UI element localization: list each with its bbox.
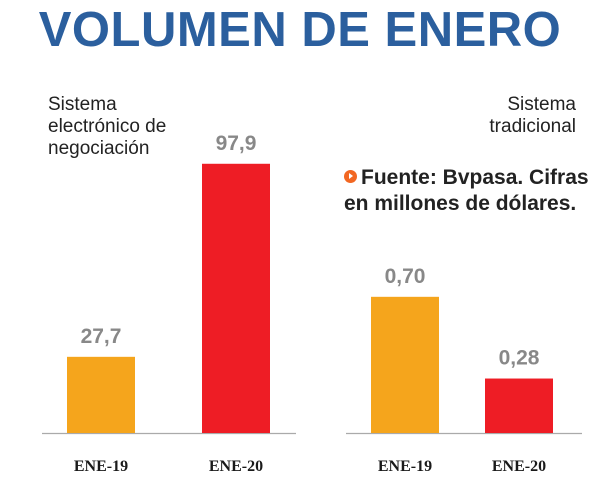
category-label-left-ene-19: ENE-19 [74, 458, 128, 475]
play-circle-icon [344, 170, 357, 183]
bar-left-ene-19 [67, 356, 135, 433]
value-label-left-ene-19: 27,7 [81, 325, 122, 348]
category-label-right-ene-20: ENE-20 [492, 458, 546, 475]
value-label-left-ene-20: 97,9 [216, 132, 257, 155]
bar-right-ene-20 [485, 378, 553, 433]
bar-left-ene-20 [202, 163, 270, 433]
chart-title: VOLUMEN DE ENERO [38, 3, 562, 57]
panel-left-title: Sistema electrónico de negociación [48, 94, 167, 159]
value-label-right-ene-20: 0,28 [499, 347, 540, 370]
panel-right-title: Sistema tradicional [489, 94, 576, 137]
category-label-right-ene-19: ENE-19 [378, 458, 432, 475]
source-note-text: Fuente: Bvpasa. Cifras en millones de dó… [344, 166, 589, 215]
category-label-left-ene-20: ENE-20 [209, 458, 263, 475]
value-label-right-ene-19: 0,70 [385, 265, 426, 288]
source-note: Fuente: Bvpasa. Cifras en millones de dó… [344, 165, 594, 217]
bar-right-ene-19 [371, 296, 439, 433]
